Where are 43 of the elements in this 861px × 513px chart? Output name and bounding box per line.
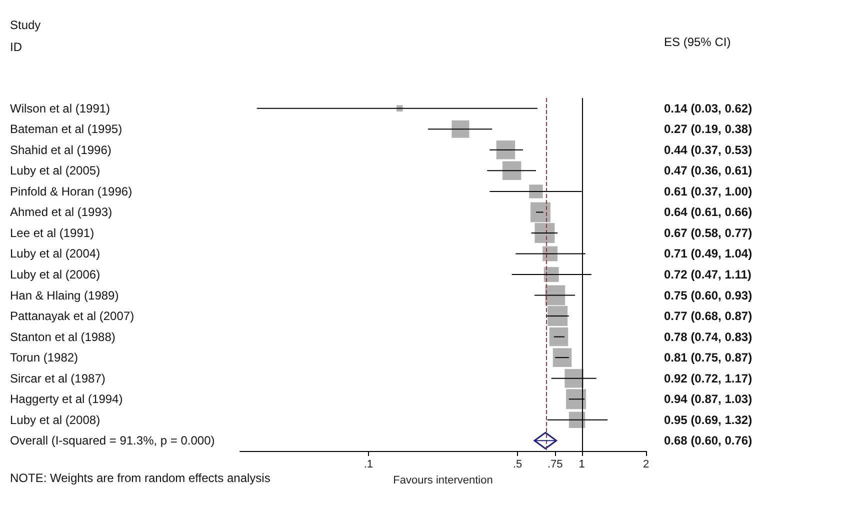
data-label: 0.14 (0.03, 0.62): [664, 101, 752, 116]
y-tick-label: Luby et al (2005): [10, 164, 100, 178]
y-tick-label: Haggerty et al (1994): [10, 392, 123, 406]
y-tick-label: Shahid et al (1996): [10, 142, 112, 157]
data-label: 0.47 (0.36, 0.61): [664, 164, 752, 178]
y-tick-label: Overall (I-squared = 91.3%, p = 0.000): [10, 434, 215, 448]
text: 0.68 (0.60, 0.76): [664, 434, 752, 448]
x-tick-label: 2: [642, 458, 650, 470]
data-label: 0.95 (0.69, 1.32): [664, 412, 752, 427]
y-tick-label: Torun (1982): [10, 350, 78, 365]
y-tick-label: Luby et al (2006): [10, 268, 100, 282]
y-tick-label: Han & Hlaing (1989): [10, 288, 119, 302]
y-tick-label: Stanton et al (1988): [10, 330, 116, 344]
data-label: 0.92 (0.72, 1.17): [664, 371, 752, 386]
data-label: 0.72 (0.47, 1.11): [664, 268, 752, 282]
data-label: 0.44 (0.37, 0.53): [664, 142, 752, 157]
y-tick-label: Luby et al (2008): [10, 412, 100, 427]
data-label: 0.67 (0.58, 0.77): [664, 226, 752, 240]
data-label: 0.75 (0.60, 0.93): [664, 288, 752, 302]
data-label: 0.77 (0.68, 0.87): [664, 309, 752, 324]
y-tick-label: Luby et al (2004): [10, 246, 100, 261]
data-label: 0.94 (0.87, 1.03): [664, 392, 752, 406]
y-tick-label: Lee et al (1991): [10, 226, 94, 240]
x-tick-label: .75: [547, 458, 563, 470]
x-tick-label: .5: [512, 458, 522, 470]
data-label: 0.78 (0.74, 0.83): [664, 330, 752, 344]
data-label: 0.27 (0.19, 0.38): [664, 122, 752, 136]
text: NOTE: Weights are from random effects analysis: [10, 471, 270, 485]
y-tick-label: Sircar et al (1987): [10, 371, 106, 386]
text: ES (95% CI): [664, 35, 731, 49]
y-tick-label: Pattanayak et al (2007): [10, 309, 134, 324]
y-tick-label: Pinfold & Horan (1996): [10, 184, 132, 198]
data-label: 0.61 (0.37, 1.00): [664, 184, 752, 198]
data-label: 0.81 (0.75, 0.87): [664, 350, 752, 365]
x-tick-label: 1: [578, 458, 585, 470]
x-axis-title: Favours intervention: [393, 474, 493, 486]
data-label: 0.64 (0.61, 0.66): [664, 205, 752, 220]
y-tick-label: Ahmed et al (1993): [10, 205, 112, 220]
y-tick-label: Bateman et al (1995): [10, 122, 122, 136]
y-tick-label: Wilson et al (1991): [10, 101, 110, 116]
data-label: 0.71 (0.49, 1.04): [664, 246, 752, 261]
x-tick-label: .1: [364, 458, 374, 470]
y-axis-title: Study ID: [10, 18, 44, 54]
